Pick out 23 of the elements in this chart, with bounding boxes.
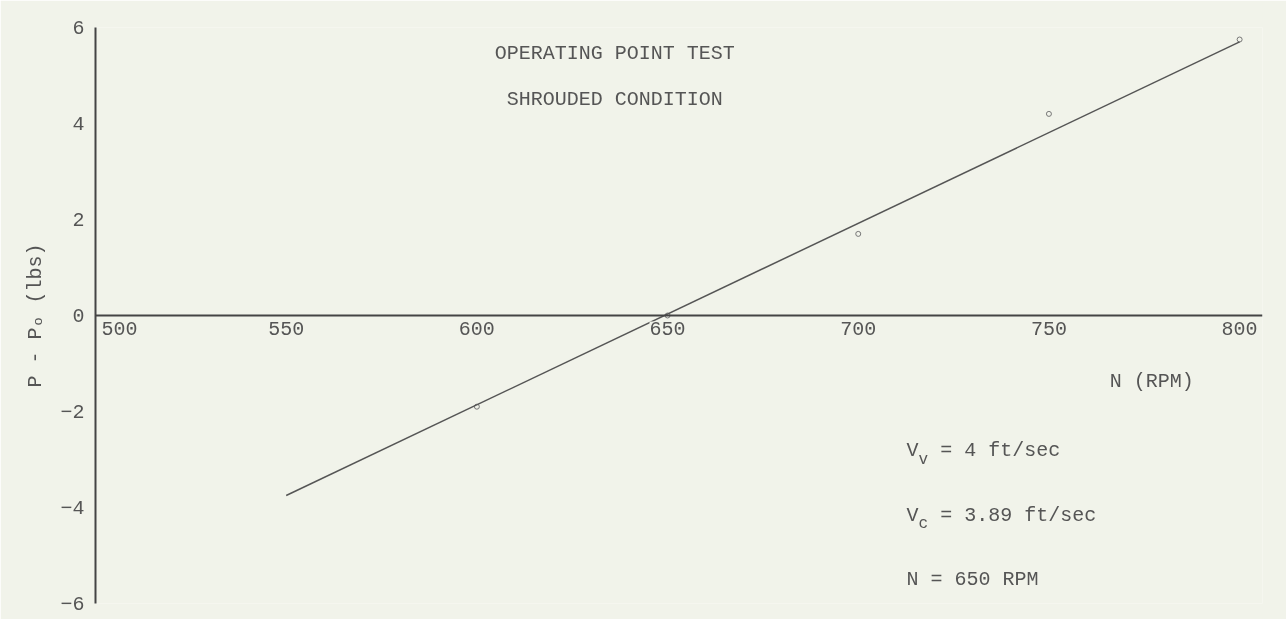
annotation: N = 650 RPM (906, 568, 1039, 592)
x-tick-label: 800 (1221, 317, 1258, 341)
y-tick-label: 0 (72, 305, 85, 328)
y-tick-label: −4 (60, 497, 85, 520)
x-axis-title: N (RPM) (1109, 370, 1194, 394)
point (855, 230, 862, 237)
x-tick-label: 750 (1030, 317, 1067, 341)
y-tick-label: −6 (60, 593, 85, 616)
point (1236, 36, 1243, 43)
point (473, 403, 480, 410)
y-tick-label: 6 (72, 17, 85, 40)
y-axis-title: P - Pₒ (lbs) (24, 243, 48, 388)
text: SHROUDED CONDITION (506, 88, 723, 111)
x-tick-label: 500 (101, 317, 138, 341)
text: OPERATING POINT TEST (494, 41, 735, 65)
x-tick-label: 700 (840, 317, 877, 341)
x-tick-label: 550 (268, 317, 305, 341)
x-tick-label: 650 (649, 317, 686, 341)
y-tick-label: 4 (72, 113, 85, 136)
y-tick-label: 2 (72, 209, 85, 232)
point (1045, 110, 1052, 117)
y-tick-label: −2 (60, 401, 85, 424)
x-tick-label: 600 (458, 317, 495, 341)
